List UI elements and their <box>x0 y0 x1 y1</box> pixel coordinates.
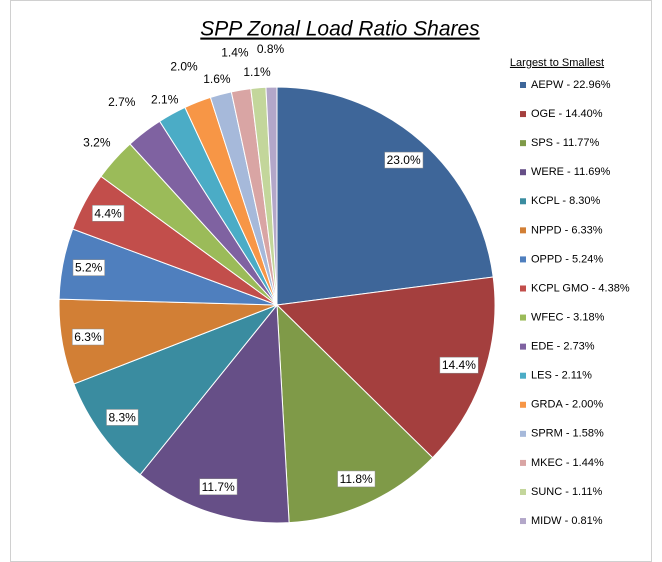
pie-slice <box>265 86 278 306</box>
legend-swatch <box>520 140 526 147</box>
legend-swatch <box>520 343 526 350</box>
legend-swatch <box>520 372 526 379</box>
legend-label: MKEC - 1.44% <box>531 457 604 469</box>
legend-label: WFEC - 3.18% <box>531 311 605 323</box>
legend-swatch <box>520 169 526 176</box>
data-label-group: 0.8% <box>257 42 285 56</box>
data-label: 11.7% <box>202 480 235 494</box>
legend-label: WERE - 11.69% <box>531 166 610 178</box>
data-label-group: 4.4% <box>92 205 125 222</box>
chart-title: SPP Zonal Load Ratio Shares <box>200 18 480 41</box>
legend-swatch <box>520 82 526 88</box>
legend-label: AEPW - 22.96% <box>531 79 611 91</box>
data-label-group: 1.6% <box>203 72 231 86</box>
data-label: 1.1% <box>243 65 271 79</box>
data-label-group: 2.1% <box>151 93 179 107</box>
data-label: 8.3% <box>108 410 136 424</box>
legend-label: GRDA - 2.00% <box>531 399 603 411</box>
legend-swatch <box>520 314 526 321</box>
legend-swatch <box>520 256 526 263</box>
legend-swatch <box>520 488 526 495</box>
data-label-bg <box>439 356 479 374</box>
data-label: 11.8% <box>340 472 373 486</box>
legend-label: SUNC - 1.11% <box>531 486 603 498</box>
pie-slice <box>139 303 290 524</box>
legend-swatch <box>520 430 526 437</box>
legend-label: MIDW - 0.81% <box>531 515 603 527</box>
data-label-bg <box>72 328 105 346</box>
data-label-group: 8.3% <box>106 409 139 426</box>
data-label: 3.2% <box>83 136 111 150</box>
legend-label: OGE - 14.40% <box>531 108 603 120</box>
pie-slice <box>276 303 434 524</box>
data-label-group: 3.2% <box>83 136 111 150</box>
pie-slice <box>276 86 494 306</box>
data-label: 6.3% <box>74 330 102 344</box>
legend-swatch <box>520 198 526 205</box>
data-label: 1.6% <box>203 72 231 86</box>
legend-swatch <box>520 111 526 118</box>
data-label-bg <box>92 205 125 222</box>
data-label-group: 2.7% <box>108 95 136 109</box>
legend-title: Largest to Smallest <box>510 57 604 69</box>
data-label: 5.2% <box>75 261 103 275</box>
data-label-group: 11.8% <box>337 470 376 488</box>
data-label: 0.8% <box>257 42 285 56</box>
legend-swatch <box>520 285 526 292</box>
data-label: 14.4% <box>442 358 476 372</box>
legend-label: KCPL GMO - 4.38% <box>531 282 630 294</box>
legend-label: LES - 2.11% <box>531 370 592 382</box>
legend-swatch <box>520 401 526 408</box>
data-label-group: 14.4% <box>439 356 479 374</box>
legend-swatch <box>520 459 526 466</box>
data-label-bg <box>72 259 105 276</box>
data-label: 1.4% <box>221 46 249 60</box>
data-label: 2.0% <box>170 60 198 74</box>
data-label-group: 1.4% <box>221 46 249 60</box>
data-label-group: 2.0% <box>170 60 198 74</box>
data-label-bg <box>337 470 376 488</box>
data-label: 2.1% <box>151 93 179 107</box>
pie-slice <box>275 276 496 459</box>
data-label-group: 23.0% <box>384 151 424 169</box>
data-label: 4.4% <box>94 206 122 220</box>
legend-label: EDE - 2.73% <box>531 341 595 353</box>
data-label-bg <box>384 151 424 169</box>
data-label-group: 1.1% <box>243 65 271 79</box>
legend-label: NPPD - 6.33% <box>531 224 603 236</box>
data-label: 2.7% <box>108 95 136 109</box>
data-label-group: 11.7% <box>199 478 238 496</box>
legend-label: KCPL - 8.30% <box>531 195 601 207</box>
data-label-bg <box>199 478 238 496</box>
data-label-bg <box>106 409 139 426</box>
data-label-group: 5.2% <box>72 259 105 276</box>
data-label-group: 6.3% <box>72 328 105 346</box>
data-label: 23.0% <box>387 153 421 167</box>
legend-label: SPRM - 1.58% <box>531 428 604 440</box>
legend-label: OPPD - 5.24% <box>531 253 603 265</box>
pie-slice <box>73 303 279 476</box>
legend-label: SPS - 11.77% <box>531 137 599 149</box>
legend-swatch <box>520 227 526 234</box>
legend-swatch <box>520 518 526 525</box>
